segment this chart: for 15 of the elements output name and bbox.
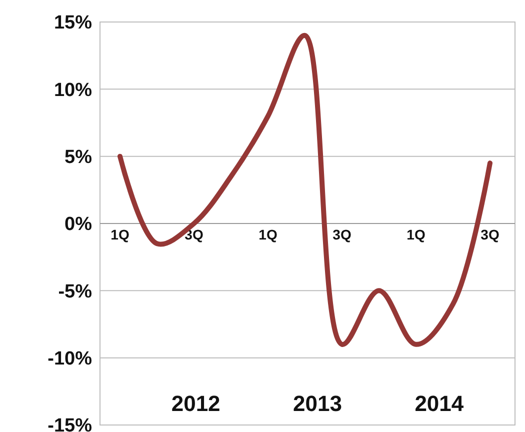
x-tick-label: 3Q [332, 226, 352, 242]
x-tick-label: 3Q [480, 226, 500, 242]
annotation: 2013 [293, 391, 342, 416]
x-tick-label: 1Q [258, 226, 278, 242]
annotation: 2012 [171, 391, 220, 416]
y-tick-label: -15% [48, 416, 92, 432]
y-tick-label: 5% [64, 146, 92, 168]
y-tick-label: 10% [54, 80, 92, 101]
x-tick-label: 1Q [110, 226, 130, 242]
y-tick-label: -5% [58, 281, 92, 302]
y-tick-label: 0% [64, 214, 92, 236]
y-tick-label: 15% [54, 12, 92, 34]
y-tick-label: -10% [48, 348, 92, 370]
x-tick-label: 1Q [406, 226, 426, 242]
annotation: 2014 [414, 391, 464, 416]
